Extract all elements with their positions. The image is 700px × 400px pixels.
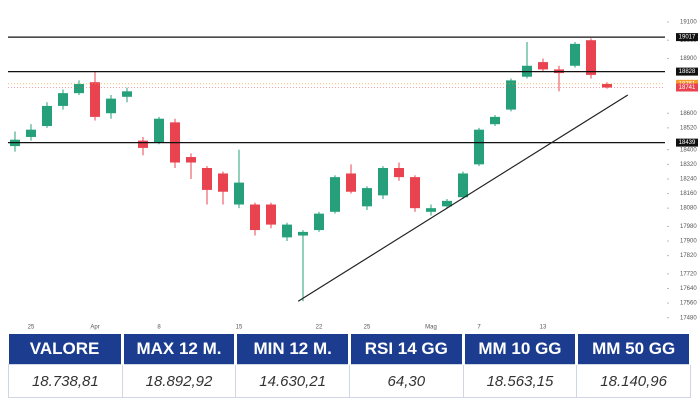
x-tick-label: 25 bbox=[28, 325, 35, 331]
candle-body bbox=[378, 168, 388, 196]
candle-body bbox=[570, 43, 580, 66]
candle-body bbox=[602, 84, 612, 88]
y-tick-label: 18520 bbox=[680, 125, 697, 131]
y-tick-label: 18400 bbox=[680, 147, 697, 153]
y-tick-label: 17820 bbox=[680, 253, 697, 259]
y-tick-label: 19100 bbox=[680, 20, 697, 26]
candle-body bbox=[186, 157, 196, 163]
candle-body bbox=[282, 224, 292, 238]
y-tick-label: 17640 bbox=[680, 286, 697, 292]
y-tick-label: 18900 bbox=[680, 56, 697, 62]
header-cell: MIN 12 M. bbox=[235, 334, 351, 365]
candle-body bbox=[202, 168, 212, 190]
header-cell: RSI 14 GG bbox=[349, 334, 465, 365]
price-label: 18741 bbox=[679, 85, 696, 91]
level-label: 18828 bbox=[679, 69, 696, 75]
candle-body bbox=[394, 168, 404, 178]
candle-body bbox=[250, 204, 260, 231]
candle-body bbox=[410, 177, 420, 209]
y-tick-label: 17720 bbox=[680, 271, 697, 277]
level-tag bbox=[676, 67, 698, 76]
x-tick-label: 7 bbox=[477, 325, 481, 331]
value-cell: 64,30 bbox=[348, 364, 464, 398]
candle-body bbox=[42, 105, 52, 127]
header-row: VALORE MAX 12 M. MIN 12 M. RSI 14 GG MM 10 G… bbox=[8, 334, 692, 365]
value-row: 18.738,81 18.892,92 14.630,21 64,30 18.563,1… bbox=[8, 364, 691, 398]
x-tick-label: 8 bbox=[157, 325, 161, 331]
stats-table: VALORE MAX 12 M. MIN 12 M. RSI 14 GG MM 10 G… bbox=[8, 334, 692, 398]
price-tag bbox=[676, 83, 698, 92]
candle-body bbox=[90, 82, 100, 117]
candle-body bbox=[490, 116, 500, 125]
candle-body bbox=[426, 208, 436, 212]
level-tag bbox=[676, 138, 698, 147]
candle-body bbox=[362, 188, 372, 207]
candle-body bbox=[138, 140, 148, 148]
candle-body bbox=[314, 213, 324, 231]
candle-body bbox=[458, 173, 468, 198]
chart: 1910019000189001860018520184001832018240… bbox=[8, 20, 698, 331]
y-tick-label: 18240 bbox=[680, 177, 697, 183]
y-tick-label: 17560 bbox=[680, 301, 697, 307]
x-tick-label: 15 bbox=[236, 325, 243, 331]
y-tick-label: 18600 bbox=[680, 111, 697, 117]
candle-body bbox=[234, 182, 244, 205]
x-tick-label: 25 bbox=[364, 325, 371, 331]
candle-body bbox=[266, 204, 276, 225]
value-cell: 18.892,92 bbox=[121, 364, 237, 398]
header-cell: MM 50 GG bbox=[576, 334, 692, 365]
x-tick-label: Apr bbox=[90, 325, 99, 331]
y-tick-label: 18320 bbox=[680, 162, 697, 168]
header-cell: MM 10 GG bbox=[463, 334, 579, 365]
y-tick-label: 17980 bbox=[680, 224, 697, 230]
header-cell: VALORE bbox=[8, 334, 124, 365]
candle-body bbox=[218, 173, 228, 192]
header-cell: MAX 12 M. bbox=[122, 334, 238, 365]
level-tag bbox=[676, 33, 698, 42]
candle-body bbox=[106, 98, 116, 114]
y-tick-label: 18080 bbox=[680, 206, 697, 212]
x-tick-label: 13 bbox=[540, 325, 547, 331]
candle-body bbox=[330, 177, 340, 212]
candle-body bbox=[442, 200, 452, 207]
value-cell: 18.738,81 bbox=[8, 364, 123, 398]
candle-body bbox=[154, 118, 164, 143]
candle-body bbox=[474, 129, 484, 165]
x-tick-label: Mag bbox=[425, 325, 437, 331]
trendline bbox=[297, 94, 629, 302]
y-tick-label: 17900 bbox=[680, 239, 697, 245]
candle-body bbox=[346, 173, 356, 192]
candle-body bbox=[538, 62, 548, 70]
level-label: 18439 bbox=[679, 140, 696, 146]
y-tick-label: 17480 bbox=[680, 315, 697, 321]
x-tick-label: 22 bbox=[316, 325, 323, 331]
candle-body bbox=[122, 91, 132, 97]
y-tick-label: 18160 bbox=[680, 191, 697, 197]
candle-body bbox=[58, 93, 68, 106]
value-cell: 18.140,96 bbox=[576, 364, 691, 398]
value-cell: 14.630,21 bbox=[235, 364, 350, 398]
candle-body bbox=[298, 231, 308, 236]
candle-body bbox=[74, 84, 84, 94]
value-cell: 18.563,15 bbox=[462, 364, 578, 398]
candle-body bbox=[506, 80, 516, 110]
candle-body bbox=[586, 40, 596, 75]
level-label: 19017 bbox=[679, 35, 696, 41]
candle-body bbox=[26, 129, 36, 137]
